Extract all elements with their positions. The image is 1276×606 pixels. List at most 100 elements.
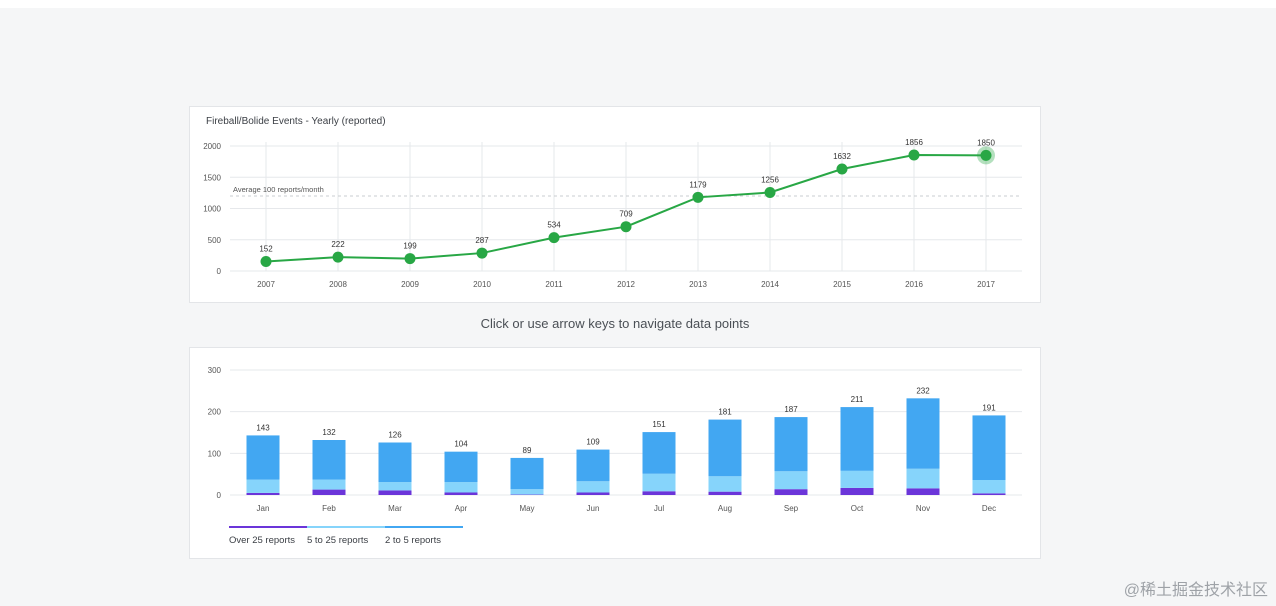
x-tick-label: Jul (654, 504, 664, 513)
data-point[interactable] (548, 232, 560, 244)
x-tick-label: 2008 (329, 280, 347, 289)
legend-item-2-to-5[interactable]: 2 to 5 reports (385, 526, 463, 546)
y-tick-label: 100 (208, 449, 222, 458)
data-label: 222 (331, 240, 345, 249)
x-tick-label: Sep (784, 504, 799, 513)
x-tick-label: 2007 (257, 280, 275, 289)
bar-segment[interactable] (378, 442, 412, 483)
bar-segment[interactable] (378, 482, 412, 491)
x-tick-label: 2017 (977, 280, 995, 289)
chart-title: Fireball/Bolide Events - Yearly (reporte… (206, 116, 386, 127)
yearly-line-chart[interactable]: 0 500 1000 1500 2000 2007 2008 2009 2010 2011 2012… (190, 107, 1040, 302)
data-point[interactable] (476, 247, 488, 259)
chart-legend: Over 25 reports 5 to 25 reports 2 to 5 r… (229, 526, 463, 546)
x-tick-label: Nov (916, 504, 930, 513)
bar-segment[interactable] (444, 492, 478, 496)
bar-segment[interactable] (708, 419, 742, 477)
bar-segment[interactable] (774, 417, 808, 472)
data-point[interactable] (764, 187, 776, 198)
bar-total-label: 232 (916, 386, 930, 395)
x-tick-label: Jun (587, 504, 600, 513)
bar-segment[interactable] (576, 481, 610, 493)
bar-total-label: 151 (652, 420, 666, 429)
x-tick-label: 2011 (545, 280, 563, 289)
x-tick-label: 2016 (905, 280, 923, 289)
bar-segment[interactable] (972, 480, 1006, 494)
x-tick-label: 2015 (833, 280, 851, 289)
bar-segment[interactable] (840, 470, 874, 488)
bar-segment[interactable] (840, 407, 874, 471)
bar-segment[interactable] (576, 492, 610, 496)
bar-segment[interactable] (708, 491, 742, 495)
x-tick-label: Aug (718, 504, 732, 513)
y-tick-label: 200 (208, 408, 222, 417)
monthly-stacked-bar-chart[interactable]: 0 100 200 300 143 Jan 132 Feb 126 Mar 104 Apr 89 May 1… (190, 348, 1040, 523)
bar-segment[interactable] (774, 471, 808, 490)
monthly-bar-chart-card: 0 100 200 300 143 Jan 132 Feb 126 Mar 104 Apr 89 May 1… (189, 347, 1041, 559)
data-label: 1856 (905, 138, 923, 147)
bar-segment[interactable] (774, 489, 808, 495)
bar-total-label: 104 (454, 440, 468, 449)
bar-segment[interactable] (312, 489, 346, 495)
bar-segment[interactable] (642, 491, 676, 495)
legend-item-5-to-25[interactable]: 5 to 25 reports (307, 526, 385, 546)
y-tick-label: 500 (208, 236, 222, 245)
bar-total-label: 89 (523, 446, 532, 455)
x-tick-label: Apr (455, 504, 468, 513)
data-point[interactable] (260, 256, 272, 267)
bar-segment[interactable] (246, 492, 280, 495)
bar-segment[interactable] (312, 440, 346, 480)
bar-segment[interactable] (972, 493, 1006, 495)
bar-total-label: 126 (388, 431, 402, 440)
data-label: 1179 (689, 180, 707, 189)
bar-segment[interactable] (312, 479, 346, 490)
bar-segment[interactable] (510, 489, 544, 495)
bar-total-label: 191 (982, 403, 996, 412)
navigation-hint: Click or use arrow keys to navigate data… (480, 316, 750, 331)
bar-segment[interactable] (906, 488, 940, 495)
bar-total-label: 211 (851, 395, 864, 404)
bar-segment[interactable] (246, 435, 280, 480)
x-tick-label: 2010 (473, 280, 491, 289)
x-tick-label: Feb (322, 504, 336, 513)
bar-total-label: 143 (256, 423, 270, 432)
data-point[interactable] (332, 251, 344, 263)
data-label: 1256 (761, 176, 779, 185)
y-tick-label: 300 (208, 366, 222, 375)
x-tick-label: 2012 (617, 280, 635, 289)
bar-segment[interactable] (972, 415, 1006, 480)
bar-segment[interactable] (444, 451, 478, 483)
bar-segment[interactable] (642, 473, 676, 492)
bar-segment[interactable] (840, 487, 874, 495)
x-tick-label: 2013 (689, 280, 707, 289)
data-point[interactable] (692, 191, 704, 203)
bar-segment[interactable] (642, 432, 676, 474)
bar-segment[interactable] (906, 398, 940, 469)
bar-segment[interactable] (444, 482, 478, 493)
yearly-line-chart-card: Fireball/Bolide Events - Yearly (reporte… (189, 106, 1041, 303)
data-label: 1632 (833, 152, 851, 161)
data-point[interactable] (980, 149, 992, 161)
data-label: 199 (403, 242, 417, 251)
x-tick-label: May (519, 504, 534, 513)
watermark: @稀土掘金技术社区 (1123, 582, 1268, 599)
top-bar (0, 0, 1276, 8)
bar-segment[interactable] (246, 479, 280, 493)
bar-segment[interactable] (576, 449, 610, 482)
y-tick-label: 1000 (203, 205, 221, 214)
legend-item-over-25[interactable]: Over 25 reports (229, 526, 307, 546)
bar-segment[interactable] (510, 457, 544, 490)
bar-segment[interactable] (378, 490, 412, 495)
data-label: 1850 (977, 138, 995, 147)
data-point[interactable] (836, 163, 848, 175)
data-label: 287 (475, 236, 489, 245)
data-point[interactable] (620, 221, 632, 233)
data-label: 709 (619, 210, 633, 219)
y-tick-label: 1500 (203, 173, 221, 182)
bar-segment[interactable] (906, 468, 940, 489)
bar-segment[interactable] (708, 476, 742, 492)
data-point[interactable] (908, 149, 920, 161)
data-label: 534 (547, 221, 561, 230)
y-tick-label: 2000 (203, 142, 221, 151)
data-point[interactable] (404, 253, 416, 265)
